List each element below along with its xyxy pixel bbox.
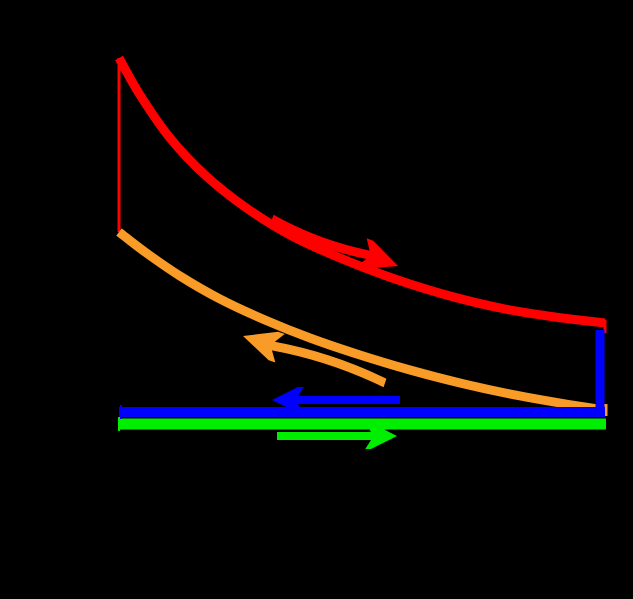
green-direction-arrow: [277, 423, 397, 449]
orange-direction-arrow: [243, 331, 387, 388]
upper-isotherm-red-curve: [115, 55, 606, 328]
green-direction-arrow-shape: [277, 423, 397, 449]
blue-direction-arrow-shape: [272, 387, 400, 413]
orange-direction-arrow-shape: [243, 331, 387, 388]
blue-direction-arrow: [272, 387, 400, 413]
red-direction-arrow-shape: [270, 214, 398, 269]
red-direction-arrow: [270, 214, 398, 269]
lower-isotherm-orange-curve: [116, 228, 606, 415]
